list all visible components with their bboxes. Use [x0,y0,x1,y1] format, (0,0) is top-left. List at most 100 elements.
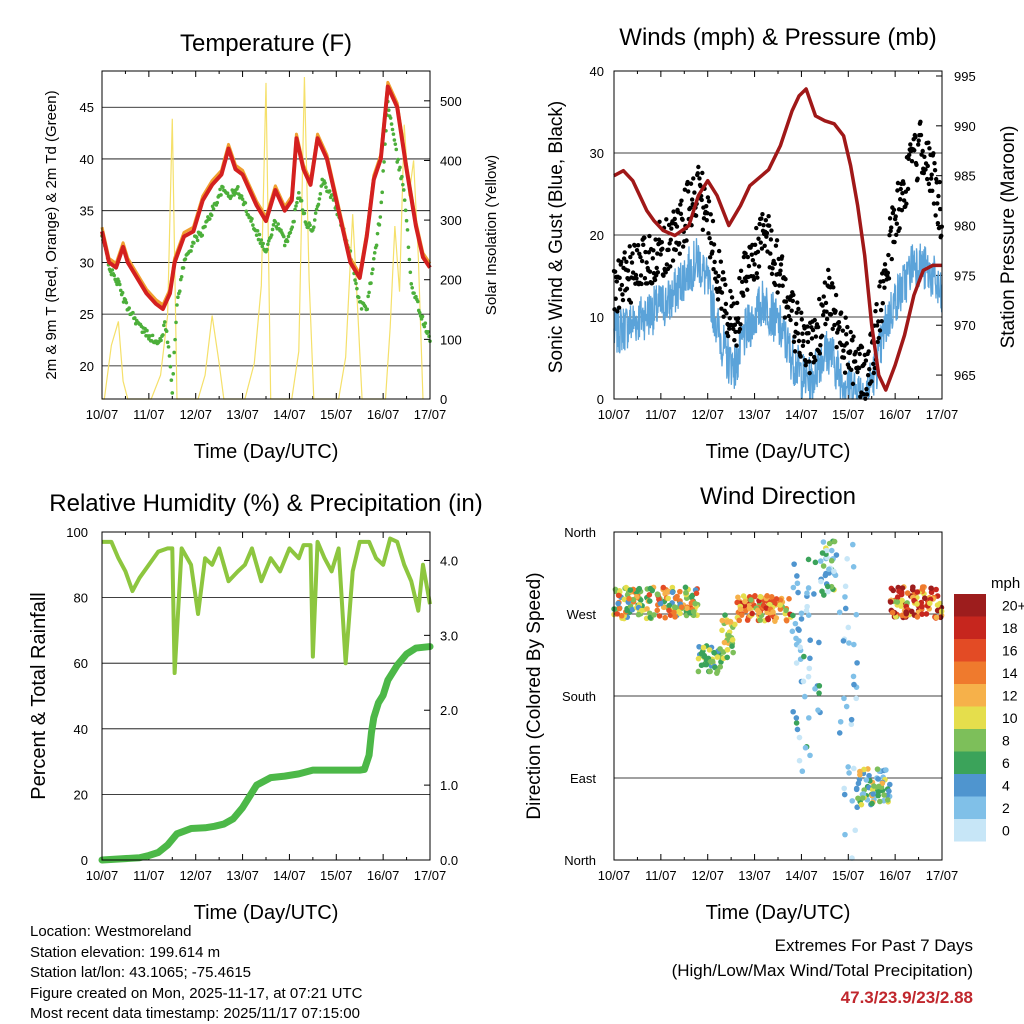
gust-point [796,306,801,312]
dewpoint-point [371,267,375,271]
gust-point [936,193,941,199]
direction-point [842,583,849,590]
gust-point [915,176,920,181]
gust-point [920,148,925,154]
temp-y-tick-label: 35 [80,204,94,219]
gust-point [625,268,631,273]
dewpoint-point [391,132,396,136]
dewpoint-point [363,304,368,309]
gust-point [791,292,796,298]
direction-point [812,559,819,566]
direction-point [796,757,803,764]
direction-point [700,644,707,651]
gust-point [807,370,812,376]
gust-point [898,186,903,192]
dewpoint-point [124,300,129,305]
gust-point [800,331,805,336]
direction-point [816,639,822,646]
dewpoint-point [401,188,406,192]
direction-point [812,685,818,692]
extremes-subtitle: (High/Low/Max Wind/Total Precipitation) [672,961,973,980]
gust-point [729,295,735,300]
dewpoint-point [165,340,170,345]
gust-point [788,317,793,323]
dewpoint-point [426,330,430,334]
dewpoint-point [221,185,225,189]
gust-point [619,282,625,288]
gust-point [859,344,865,350]
gust-point [642,235,647,241]
direction-point [804,590,810,596]
direction-point [746,605,753,612]
direction-point [695,668,702,675]
gust-point [847,349,853,354]
gust-point [876,319,881,324]
gust-point [734,300,740,306]
gust-point [700,227,706,233]
direction-point [894,594,901,600]
dewpoint-point [406,245,411,250]
x-tick-label: 11/07 [133,868,165,883]
dewpoint-point [259,238,264,242]
gust-point [638,273,644,278]
winds-xlabel: Time (Day/UTC) [706,441,851,463]
direction-point [692,600,699,607]
gust-point [840,328,846,333]
temperature-xlabel: Time (Day/UTC) [194,441,339,463]
direction-point [795,589,801,596]
dewpoint-point [120,290,125,295]
direction-point [671,604,678,610]
direction-point [696,643,702,650]
gust-point [924,176,930,182]
gust-point [817,351,822,356]
x-tick-label: 16/07 [367,407,400,422]
direction-point [869,800,875,807]
direction-point [736,617,743,624]
direction-point [677,588,683,595]
dewpoint-point [207,217,212,221]
gust-point [838,310,844,315]
gust-point [805,324,810,329]
footer-info: Location: Westmoreland Station elevation… [30,923,973,1022]
gust-point [633,272,639,278]
direction-point [919,603,925,610]
gust-point [673,247,679,253]
direction-point [635,611,642,618]
gust-point [789,308,794,313]
pressure-y-tick-label: 965 [954,368,976,383]
direction-point [684,605,690,612]
x-tick-label: 10/07 [86,407,119,422]
gust-point [871,370,876,376]
rh-precip-title: Relative Humidity (%) & Precipitation (i… [49,490,482,517]
direction-point [815,707,821,713]
dewpoint-point [173,337,177,342]
gust-point [863,358,869,363]
dewpoint-point [398,165,402,170]
gust-point [655,251,660,256]
direction-point [836,609,843,616]
direction-point [831,538,838,545]
direction-point [714,654,721,660]
gust-point [935,221,941,226]
direction-point [789,628,796,635]
direction-point [849,541,856,548]
colorbar-label: 2 [1002,800,1010,816]
direction-point [793,720,800,726]
gust-point [815,324,821,330]
x-tick-label: 13/07 [226,407,259,422]
gust-point [647,233,652,239]
dewpoint-point [127,306,131,310]
direction-point [854,660,860,666]
gust-point [668,264,673,269]
direction-point [765,615,771,622]
temperature-title: Temperature (F) [180,30,352,57]
gust-point [861,392,866,397]
gust-point [688,181,694,186]
dewpoint-point [374,243,379,248]
extremes-values: 47.3/23.9/23/2.88 [841,988,973,1007]
gust-point [672,216,677,222]
gust-point [918,119,923,125]
gust-point [895,188,900,193]
gust-point [820,312,826,318]
direction-point [842,605,849,612]
